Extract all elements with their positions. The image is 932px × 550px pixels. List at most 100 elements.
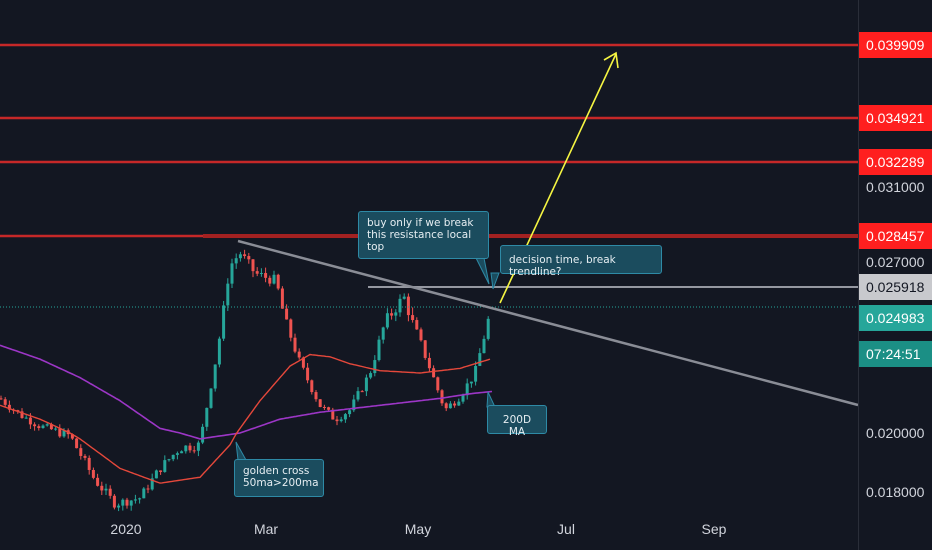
candle-body	[150, 478, 154, 490]
price-axis[interactable]: 0.031000 0.027000 0.020000 0.018000	[866, 179, 925, 500]
candle-body	[70, 434, 74, 439]
candle-body	[62, 430, 66, 437]
candle-body	[129, 500, 133, 506]
candle-body	[205, 407, 209, 427]
candle-body	[398, 298, 402, 313]
annotation-200d-ma-text: 200D MA	[502, 414, 532, 438]
candle-body	[352, 399, 356, 411]
candle-body	[117, 505, 121, 508]
candle-body	[419, 329, 423, 341]
level-price-badge	[859, 32, 932, 58]
candle-body	[411, 315, 415, 321]
candle-body	[331, 409, 335, 420]
candle-body	[251, 259, 255, 272]
candle-body	[444, 403, 448, 409]
resistance-price-badge	[859, 274, 932, 300]
price-badges: 0.039909 0.034921 0.032289 0.028457 0.025918…	[859, 32, 932, 367]
level-price-badge-label: 0.028457	[866, 228, 925, 244]
candle-body	[482, 338, 486, 354]
candle-body	[171, 454, 175, 460]
candle-body	[465, 383, 469, 396]
annotation-200d-ma[interactable]: 200D MA	[487, 405, 547, 438]
price-tick-label: 0.031000	[866, 179, 925, 195]
candle-body	[289, 319, 293, 338]
candle-body	[222, 305, 226, 339]
candle-body	[486, 318, 490, 339]
candle-body	[104, 488, 108, 491]
candle-body	[310, 380, 314, 393]
candle-body	[423, 340, 427, 358]
candle-body	[163, 460, 167, 472]
candle-body	[238, 254, 242, 259]
candle-body	[373, 360, 377, 374]
time-tick-label: Jul	[557, 521, 575, 537]
candle-body	[306, 367, 310, 381]
candle-body	[188, 445, 192, 451]
time-tick-label: Sep	[702, 521, 727, 537]
candle-body	[339, 419, 343, 422]
candle-body	[381, 327, 385, 340]
candle-body	[125, 499, 129, 506]
candle-body	[230, 263, 234, 284]
candle-body	[24, 417, 28, 419]
candle-body	[259, 273, 263, 275]
candle-body	[45, 424, 49, 426]
annotation-decision-time-text: decision time, break trendline?	[509, 254, 616, 278]
candle-body	[448, 403, 452, 409]
candle-body	[138, 498, 142, 500]
level-price-badge-label: 0.039909	[866, 37, 925, 53]
candle-body	[201, 426, 205, 443]
candle-body	[184, 445, 188, 452]
candle-body	[255, 271, 259, 274]
price-tick-label: 0.027000	[866, 254, 925, 270]
candle-body	[327, 407, 331, 410]
candle-body	[217, 338, 221, 365]
level-price-badge	[859, 105, 932, 131]
candle-body	[318, 399, 322, 407]
candle-body	[272, 274, 276, 284]
candle-body	[356, 391, 360, 400]
candle-body	[234, 258, 238, 264]
candle-body	[100, 485, 104, 491]
time-tick-label: Mar	[254, 521, 278, 537]
candle-body	[427, 357, 431, 369]
candle-body	[432, 368, 436, 378]
annotation-decision-time[interactable]: decision time, break trendline?	[500, 245, 662, 278]
time-tick-label: 2020	[110, 521, 141, 537]
candle-body	[33, 424, 37, 427]
candle-body	[0, 398, 3, 400]
candle-body	[79, 448, 83, 456]
candle-body	[226, 283, 230, 306]
candle-body	[440, 390, 444, 404]
candle-body	[3, 399, 7, 405]
candle-body	[91, 469, 95, 478]
candle-body	[175, 453, 179, 455]
candle-body	[301, 357, 305, 368]
candle-body	[457, 401, 461, 406]
annotation-golden-cross-text: golden cross 50ma>200ma	[243, 465, 319, 489]
candle-body	[474, 365, 478, 382]
candle-body	[7, 404, 11, 410]
candle-body	[87, 457, 91, 470]
candle-body	[276, 274, 280, 289]
candle-body	[146, 488, 150, 490]
candle-body	[196, 442, 200, 451]
ma-200-line	[0, 344, 493, 440]
annotation-golden-cross[interactable]: golden cross 50ma>200ma	[234, 459, 324, 497]
candle-body	[297, 351, 301, 358]
candle-body	[75, 438, 79, 449]
candle-body	[377, 339, 381, 361]
candle-body	[406, 296, 410, 316]
candle-body	[49, 424, 53, 430]
candle-body	[112, 495, 116, 508]
candle-body	[209, 388, 213, 408]
annotation-buy-if-break[interactable]: buy only if we break this resistance loc…	[358, 211, 489, 259]
candle-body	[314, 392, 318, 400]
candle-body	[385, 313, 389, 328]
candle-body	[415, 320, 419, 330]
candle-body	[192, 450, 196, 452]
candle-body	[37, 426, 41, 429]
time-axis[interactable]: 2020 Mar May Jul Sep	[110, 521, 726, 537]
